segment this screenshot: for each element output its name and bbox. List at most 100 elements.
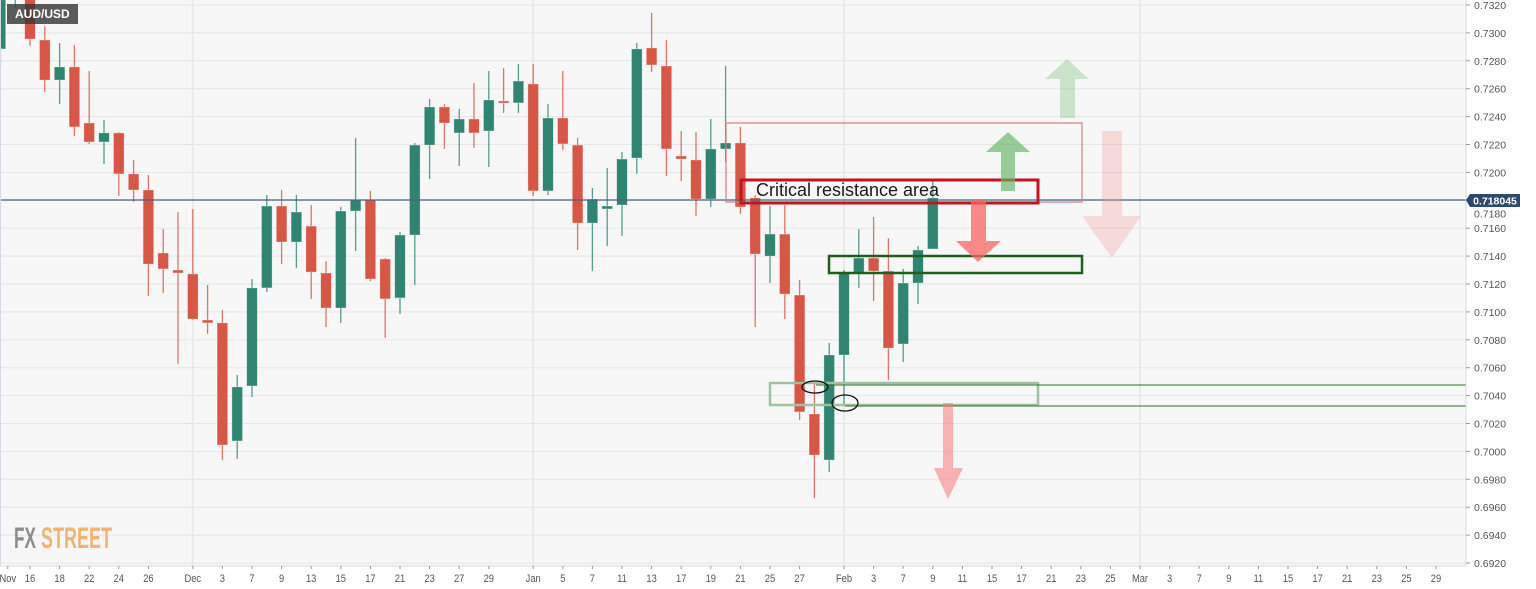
candle-body	[483, 99, 495, 132]
candle-up	[423, 99, 436, 179]
candle-body	[275, 205, 288, 243]
candle-body	[631, 48, 643, 159]
support-box	[827, 254, 1084, 275]
x-tick-label: 29	[1431, 573, 1442, 585]
candle-up	[98, 119, 110, 165]
candle-up	[631, 42, 643, 174]
candle-body	[113, 132, 125, 175]
candle-up	[483, 70, 495, 167]
x-tick-label: 21	[395, 573, 406, 585]
critical-resistance-box	[739, 178, 1040, 205]
candle-body	[527, 83, 539, 192]
x-tick-label: 5	[560, 573, 565, 585]
y-tick-label: 0.7040	[1474, 391, 1506, 403]
x-tick-label: 23	[424, 573, 435, 585]
arrow-down-icon	[956, 200, 1001, 262]
annotations	[725, 59, 1466, 499]
y-tick-label: 0.7180	[1474, 209, 1506, 221]
candle-down	[557, 70, 569, 150]
y-tick-label: 0.7260	[1474, 84, 1506, 96]
x-tick-label: 23	[1076, 573, 1087, 585]
candle-body	[364, 199, 377, 280]
candle-up	[542, 104, 554, 195]
candle-body	[808, 413, 820, 456]
candle-body	[142, 189, 155, 265]
candle-body	[571, 144, 584, 224]
candle-body	[290, 211, 303, 243]
candle-up	[290, 194, 303, 269]
x-tick-label: 18	[54, 573, 65, 585]
x-tick-label: Nov	[0, 573, 17, 585]
candle-body	[261, 205, 273, 289]
y-tick-label: 0.7100	[1474, 307, 1506, 319]
y-tick-label: 0.6980	[1474, 474, 1506, 486]
candle-body	[187, 273, 199, 320]
y-tick-label: 0.7280	[1474, 56, 1506, 68]
candle-up	[453, 108, 465, 166]
candle-down	[142, 175, 155, 296]
x-tick-label: 19	[706, 573, 717, 585]
candle-body	[497, 100, 510, 104]
candle-body	[157, 252, 169, 270]
y-tick-label: 0.7300	[1474, 28, 1506, 40]
logo-fx: FX	[14, 522, 36, 555]
x-tick-label: 25	[1401, 573, 1412, 585]
candle-body	[409, 144, 421, 236]
candle-body	[468, 118, 480, 134]
x-tick-label: 17	[676, 573, 687, 585]
candle-body	[453, 118, 465, 134]
candle-down	[660, 40, 672, 177]
candle-up	[231, 374, 243, 459]
candle-body	[39, 39, 51, 81]
x-tick-label: 17	[365, 573, 376, 585]
candle-body	[83, 122, 95, 143]
x-tick-label: 11	[1254, 573, 1264, 585]
x-tick-label: Jan	[526, 573, 541, 585]
candle-body	[68, 66, 80, 128]
candle-body	[512, 80, 524, 104]
candle-body	[675, 155, 687, 160]
candle-body	[379, 258, 391, 300]
x-tick-label: 13	[306, 573, 317, 585]
candle-up	[53, 42, 66, 105]
x-tick-label: 21	[735, 573, 746, 585]
candle-body	[927, 197, 939, 250]
x-tick-label: Feb	[836, 573, 852, 585]
candle-body	[349, 199, 362, 212]
symbol-label: AUD/USD	[7, 4, 78, 24]
candle-down	[497, 68, 510, 113]
candle-down	[793, 279, 806, 421]
candle-down	[690, 131, 702, 216]
candle-body	[542, 117, 554, 192]
y-tick-label: 0.6920	[1474, 558, 1506, 570]
candle-down	[83, 70, 95, 144]
candle-body	[779, 233, 791, 295]
candle-body	[601, 205, 613, 210]
candle-down	[882, 238, 894, 380]
candle-body	[705, 148, 717, 200]
candle-body	[172, 269, 184, 274]
arrow-up-icon	[1045, 59, 1089, 118]
x-tick-label: 23	[1372, 573, 1383, 585]
candle-down	[216, 309, 229, 461]
y-tick-label: 0.7220	[1474, 140, 1506, 152]
candle-up	[394, 231, 406, 314]
candle-body	[645, 47, 658, 66]
x-tick-label: Dec	[184, 573, 201, 585]
y-tick-label: 0.6940	[1474, 530, 1506, 542]
candle-down	[172, 212, 184, 364]
y-tick-label: 0.7200	[1474, 167, 1506, 179]
candle-down	[808, 381, 820, 498]
candle-body	[749, 197, 761, 255]
x-tick-label: 17	[1016, 573, 1027, 585]
candle-body	[231, 386, 243, 442]
candle-body	[423, 106, 436, 146]
candle-up	[705, 118, 717, 207]
x-tick-label: 11	[617, 573, 627, 585]
candle-body	[764, 233, 776, 257]
candle-body	[793, 294, 806, 413]
candle-down	[779, 205, 791, 320]
y-tick-label: 0.6960	[1474, 502, 1506, 514]
candle-down	[527, 64, 539, 196]
